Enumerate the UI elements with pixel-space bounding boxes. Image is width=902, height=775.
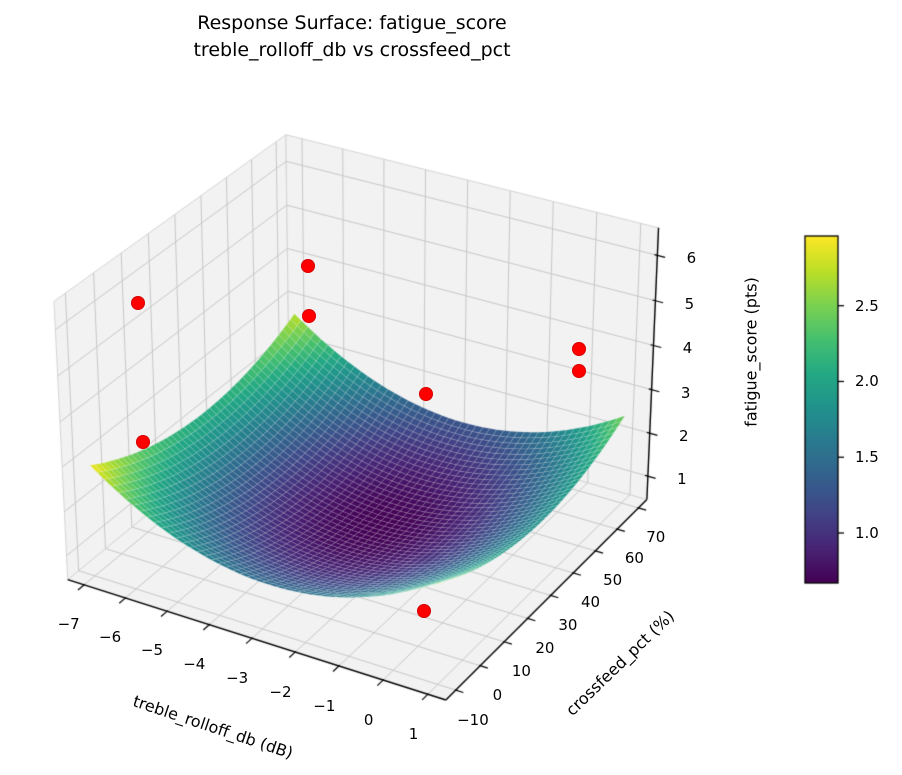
x-tick-label: −1 <box>313 696 336 715</box>
x-tick-label: −6 <box>99 627 122 646</box>
chart-title-line1: Response Surface: fatigue_score <box>197 12 507 34</box>
y-tick-label: 70 <box>646 527 666 546</box>
z-tick-label: 2 <box>678 427 689 446</box>
colorbar-tick-label: 1.5 <box>855 448 879 467</box>
x-tick-label: −4 <box>183 654 206 673</box>
y-tick-label: 10 <box>511 662 531 681</box>
scatter-point <box>572 342 586 356</box>
x-tick-label: 1 <box>408 725 419 744</box>
colorbar-tick-label: 2.5 <box>855 296 879 315</box>
z-tick-label: 5 <box>684 294 695 313</box>
scatter-point <box>302 309 316 323</box>
z-tick-label: 4 <box>682 339 693 358</box>
y-tick-label: −10 <box>457 710 489 729</box>
y-tick-label: 20 <box>535 638 555 657</box>
colorbar-tick-label: 1.0 <box>855 523 879 542</box>
z-tick-label: 6 <box>686 249 697 268</box>
x-tick-label: −3 <box>226 668 249 687</box>
z-axis-label: fatigue_score (pts) <box>741 277 761 427</box>
scatter-point <box>417 604 431 618</box>
x-tick-label: −5 <box>140 641 163 660</box>
y-tick-label: 0 <box>492 686 503 705</box>
scatter-point <box>136 435 150 449</box>
z-tick-label: 1 <box>677 470 687 489</box>
x-tick-label: −7 <box>57 614 80 633</box>
scatter-point <box>572 364 586 378</box>
y-tick-label: 60 <box>624 549 644 568</box>
scatter-point <box>131 296 145 310</box>
colorbar-tick-label: 2.0 <box>855 372 879 391</box>
scatter-point <box>419 387 433 401</box>
z-tick-label: 3 <box>680 383 691 402</box>
y-tick-label: 50 <box>603 570 623 589</box>
x-tick-label: 0 <box>363 710 374 729</box>
scatter-point <box>301 259 315 273</box>
y-tick-label: 40 <box>580 593 601 612</box>
chart-title-line2: treble_rolloff_db vs crossfeed_pct <box>193 39 511 61</box>
chart-title: Response Surface: fatigue_score treble_r… <box>193 10 510 64</box>
x-tick-label: −2 <box>269 682 292 701</box>
y-tick-label: 30 <box>558 615 578 634</box>
